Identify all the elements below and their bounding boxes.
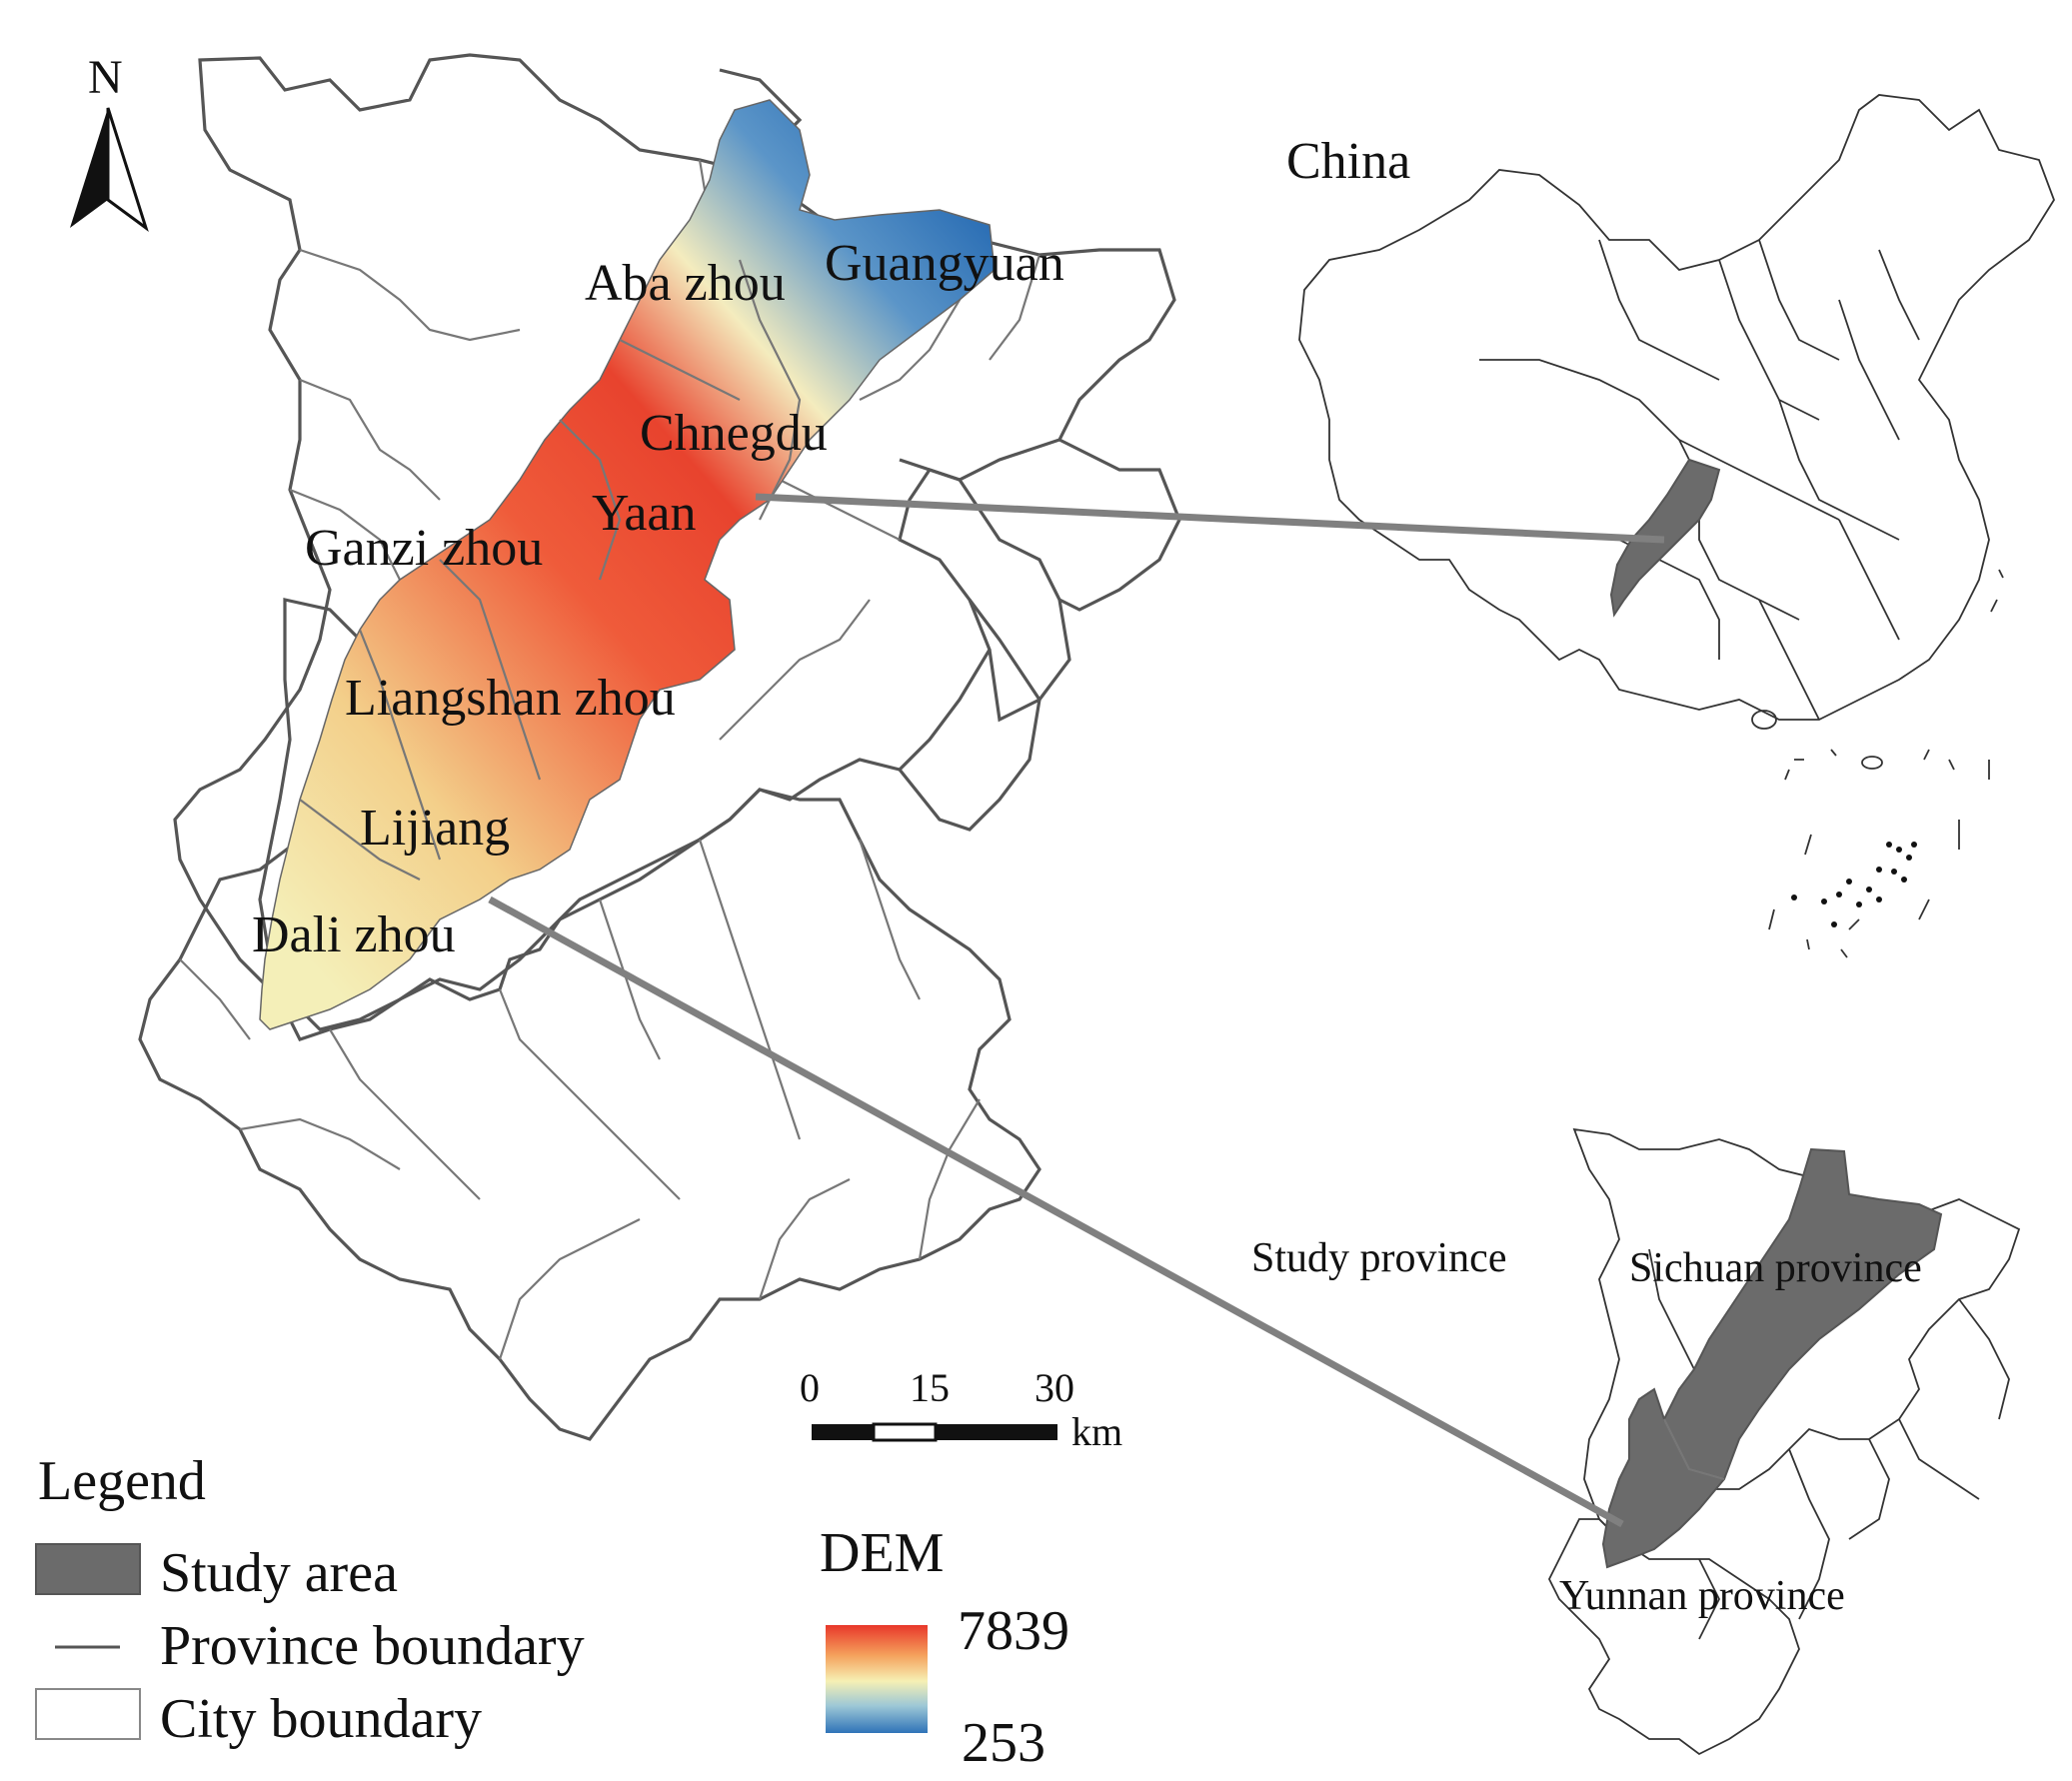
connector-lines — [488, 493, 1665, 1528]
inset-yunnan-outline — [1547, 1518, 1800, 1756]
dem-title: DEM — [820, 1522, 944, 1584]
connector-to-china — [755, 493, 1665, 544]
scale-unit: km — [1071, 1409, 1122, 1454]
label-sichuan-province: Sichuan province — [1629, 1245, 1922, 1291]
north-label: N — [88, 51, 123, 104]
label-chengdu: Chnegdu — [640, 405, 828, 462]
legend-title: Legend — [38, 1450, 206, 1512]
legend-label-study-area: Study area — [160, 1542, 398, 1604]
yunnan-boundary — [138, 598, 1041, 1441]
dem-min-value: 253 — [962, 1712, 1045, 1774]
label-yunnan-province: Yunnan province — [1559, 1573, 1845, 1619]
main-map: Aba zhou Guangyuan Chnegdu Yaan Ganzi zh… — [138, 53, 1181, 1441]
legend-label-province-boundary: Province boundary — [160, 1615, 585, 1677]
label-lijiang: Lijiang — [360, 800, 510, 857]
legend-label-city-boundary: City boundary — [160, 1688, 482, 1750]
label-ganzi-zhou: Ganzi zhou — [305, 520, 543, 577]
north-arrow-left — [70, 108, 108, 228]
dem-max-value: 7839 — [958, 1600, 1069, 1662]
scale-seg-3 — [936, 1424, 1057, 1440]
province-inset: Study province Sichuan province Yunnan p… — [1251, 1127, 2021, 1756]
scale-tick-0: 0 — [800, 1365, 820, 1410]
legend-swatch-city-boundary — [35, 1688, 141, 1740]
connector-to-province — [488, 895, 1624, 1528]
legend: Legend Study area Province boundary City… — [35, 1450, 585, 1750]
label-dali-zhou: Dali zhou — [252, 906, 456, 963]
china-title: China — [1286, 133, 1410, 190]
scale-tick-30: 30 — [1035, 1365, 1074, 1410]
dem-legend: DEM 7839 253 — [820, 1522, 1069, 1774]
north-arrow: N — [70, 51, 149, 232]
scale-seg-1 — [812, 1424, 874, 1440]
label-guangyuan: Guangyuan — [825, 235, 1064, 292]
map-labels: Aba zhou Guangyuan Chnegdu Yaan Ganzi zh… — [252, 235, 1064, 963]
scale-seg-2 — [872, 1422, 938, 1442]
inset-study-area — [1601, 1147, 1943, 1569]
china-study-area — [1609, 458, 1721, 618]
china-inset: China — [1286, 94, 2055, 958]
dem-color-ramp — [826, 1625, 928, 1733]
label-aba-zhou: Aba zhou — [585, 255, 786, 312]
scale-tick-15: 15 — [910, 1365, 950, 1410]
study-area-dem — [259, 99, 996, 1030]
north-arrow-right — [106, 107, 149, 232]
province-inset-title: Study province — [1251, 1235, 1506, 1281]
label-yaan: Yaan — [592, 485, 697, 542]
scale-bar: 0 15 30 km — [800, 1365, 1122, 1454]
legend-swatch-study-area — [35, 1543, 141, 1595]
label-liangshan-zhou: Liangshan zhou — [345, 670, 676, 727]
china-outline — [1298, 94, 2055, 721]
